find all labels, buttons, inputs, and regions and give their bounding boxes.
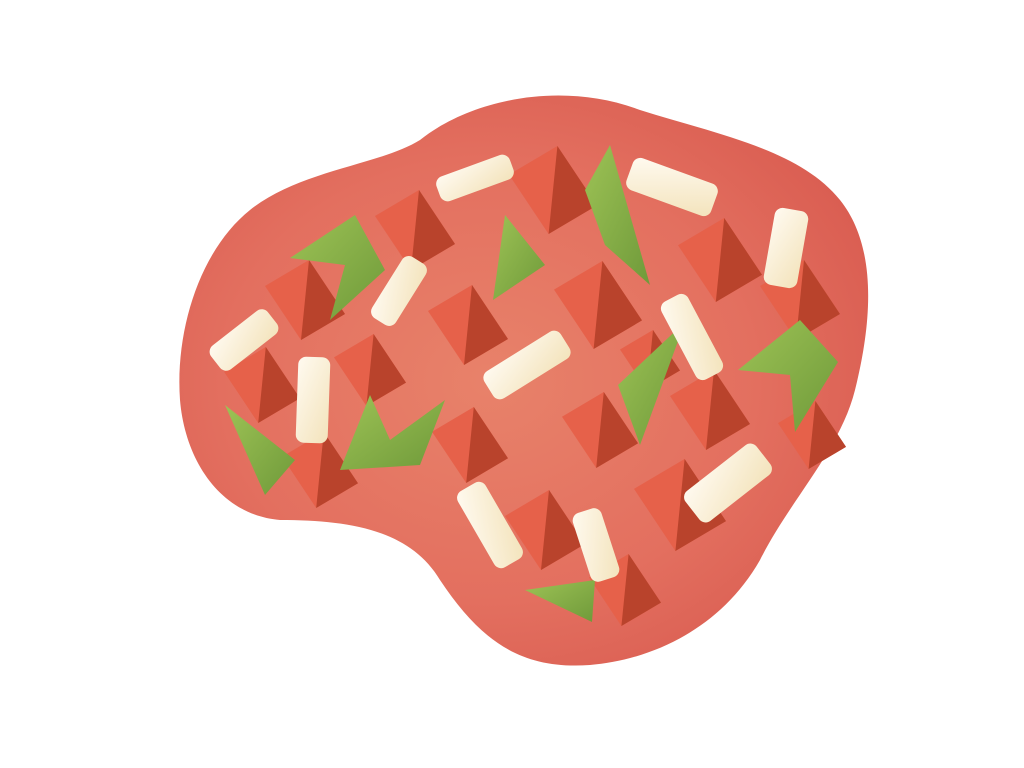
tomato-piece (334, 334, 406, 406)
onion-piece (626, 157, 718, 217)
tomato-piece (562, 392, 638, 468)
tomato-piece-dark (715, 218, 762, 302)
tomato-piece-dark (464, 285, 508, 365)
tomato-piece-dark (541, 490, 585, 570)
onion-piece (660, 293, 724, 381)
onion-piece (209, 309, 279, 371)
pepper-piece (290, 215, 385, 320)
tomato-piece-dark (411, 190, 455, 270)
tomato-piece-dark (258, 347, 300, 423)
tomato-piece (505, 490, 585, 570)
pepper-piece (618, 322, 685, 445)
onion-piece (436, 154, 514, 202)
tomato-piece (282, 432, 358, 508)
tomato-piece-dark (593, 261, 642, 349)
tomato-piece-dark (548, 146, 597, 234)
tomato-piece (224, 347, 300, 423)
pepper-piece (585, 145, 650, 285)
tomato-piece (265, 260, 345, 340)
onion-piece (483, 330, 571, 400)
tomato-piece (428, 285, 508, 365)
tomato-piece (375, 190, 455, 270)
tomato-piece-dark (466, 407, 508, 483)
tomato-piece-dark (796, 260, 840, 340)
pepper-piece (493, 215, 545, 300)
tomato-piece (678, 218, 762, 302)
tomato-piece-dark (366, 334, 406, 406)
tomato-piece-dark (316, 432, 358, 508)
onion-piece (763, 207, 809, 289)
tomato-piece (670, 370, 750, 450)
tomato-piece-dark (621, 554, 661, 626)
tomato-piece-dark (301, 260, 345, 340)
onion-piece (371, 256, 427, 326)
tomato-piece (432, 407, 508, 483)
onion-piece (457, 481, 523, 569)
onion-piece (572, 508, 620, 582)
tomato-piece-dark (808, 401, 846, 469)
onion-piece (684, 443, 772, 523)
tomato-piece (554, 261, 642, 349)
tomato-piece-dark (706, 370, 750, 450)
pepper-piece (738, 320, 838, 432)
onion-piece (295, 356, 331, 444)
tomato-piece-dark (596, 392, 638, 468)
pepper-piece (525, 580, 595, 622)
pepper-piece (225, 405, 295, 495)
tomato-piece (509, 146, 597, 234)
pepper-piece (340, 395, 445, 470)
onion-pieces (209, 154, 809, 582)
pepper-pieces (225, 145, 838, 622)
